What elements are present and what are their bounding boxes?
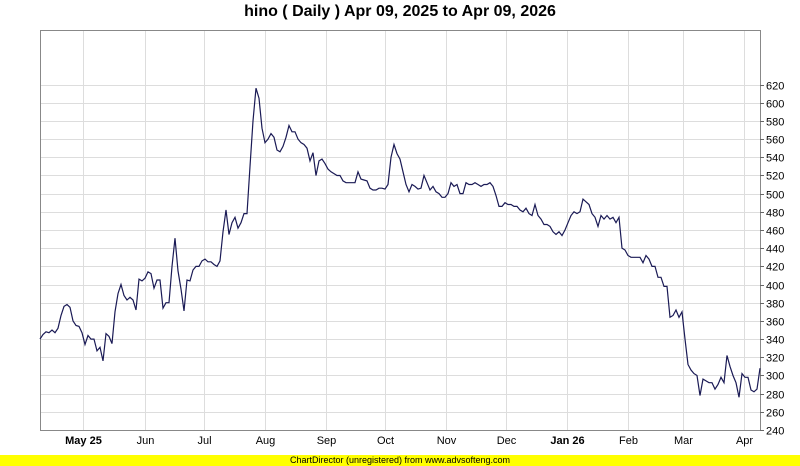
y-tick-label: 360 (766, 317, 784, 329)
chart-title: hino ( Daily ) Apr 09, 2025 to Apr 09, 2… (244, 3, 556, 20)
x-tick-label: Sep (317, 435, 337, 447)
x-tick-label: Jun (137, 435, 155, 447)
y-tick-label: 320 (766, 353, 784, 365)
y-tick-label: 300 (766, 371, 784, 383)
x-axis: May 25 Jun Jul Aug Sep Oct Nov Dec Jan 26 Feb Mar A… (65, 435, 753, 447)
y-tick-label: 440 (766, 244, 784, 256)
price-line (39, 88, 761, 398)
y-tick-label: 240 (766, 426, 784, 438)
y-tick-label: 580 (766, 117, 784, 129)
y-tick-label: 420 (766, 262, 784, 274)
x-tick-label: May 25 (65, 435, 102, 447)
y-tick-label: 280 (766, 390, 784, 402)
y-tick-label: 540 (766, 153, 784, 165)
grid (40, 30, 760, 431)
y-tick-label: 620 (766, 81, 784, 93)
x-tick-label: Nov (437, 435, 457, 447)
x-tick-label: Jul (197, 435, 211, 447)
y-tick-label: 560 (766, 135, 784, 147)
x-tick-label: Apr (736, 435, 753, 447)
x-tick-label: Feb (619, 435, 638, 447)
y-tick-label: 480 (766, 208, 784, 220)
y-tick-label: 460 (766, 226, 784, 238)
y-tick-label: 400 (766, 281, 784, 293)
x-tick-label: Aug (256, 435, 276, 447)
y-tick-label: 380 (766, 299, 784, 311)
x-tick-label: Dec (497, 435, 517, 447)
x-tick-label: Jan 26 (550, 435, 584, 447)
y-tick-label: 600 (766, 99, 784, 111)
watermark-footer: ChartDirector (unregistered) from www.ad… (0, 455, 800, 466)
y-tick-label: 520 (766, 171, 784, 183)
y-axis: 240 260 280 300 320 340 360 380 400 420 440 460 480 5… (760, 81, 784, 438)
y-tick-label: 500 (766, 190, 784, 202)
y-tick-label: 260 (766, 408, 784, 420)
y-tick-label: 340 (766, 335, 784, 347)
x-tick-label: Mar (674, 435, 693, 447)
x-tick-label: Oct (377, 435, 394, 447)
